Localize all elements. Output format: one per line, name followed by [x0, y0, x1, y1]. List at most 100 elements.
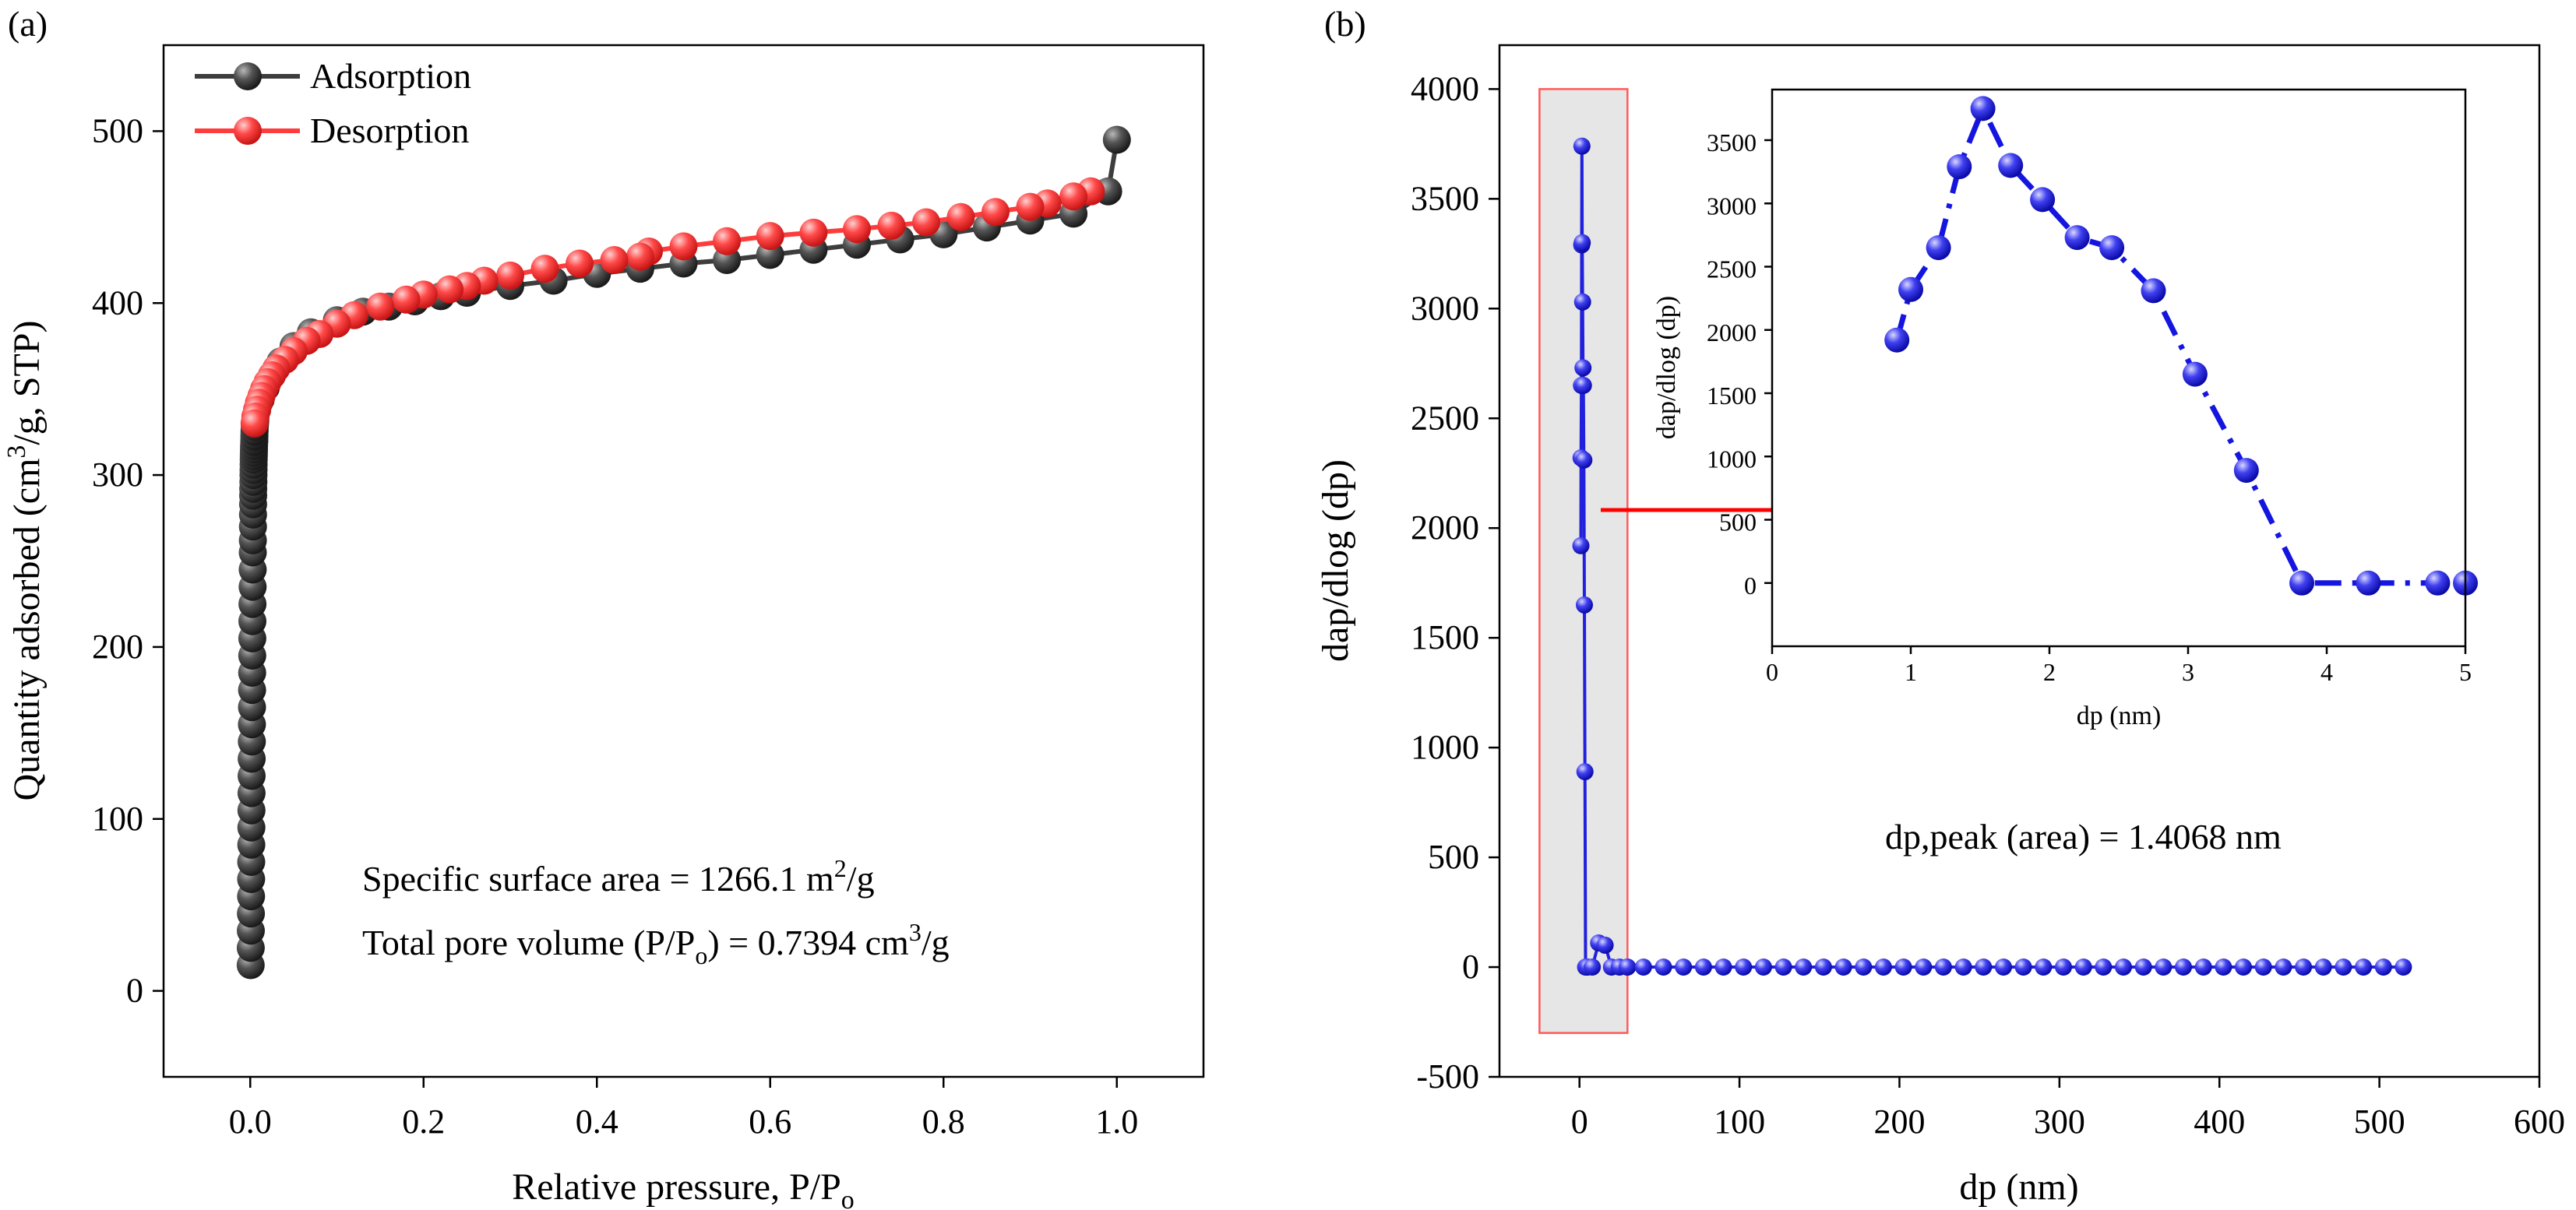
pore-distribution-tail-point	[2355, 959, 2373, 976]
inset-x-tick-label: 1	[1905, 658, 1917, 686]
inset-y-tick-label: 3000	[1707, 192, 1757, 220]
pore-distribution-tail-point	[1934, 959, 1952, 976]
inset-x-tick-label: 3	[2182, 658, 2194, 686]
desorption-series-point	[946, 202, 975, 231]
pore-distribution-tail-point	[1675, 959, 1693, 976]
pore-distribution-tail-point	[2055, 959, 2072, 976]
desorption-series-point	[756, 222, 784, 251]
pore-distribution-tail	[1619, 959, 2412, 976]
panel-b-x-tick-label: 300	[2034, 1103, 2085, 1141]
legend-adsorption-marker	[234, 62, 262, 90]
surface-area-annotation: Specific surface area = 1266.1 m2/g	[362, 854, 875, 899]
panel-a-x-tick-label: 0.0	[229, 1103, 272, 1141]
inset-series-point	[1970, 96, 1996, 121]
panel-a-y-tick-label: 100	[92, 800, 143, 838]
pore-distribution-tail-point	[2215, 959, 2232, 976]
inset-series-point	[1926, 235, 1951, 261]
pore-distribution-tail-point	[2115, 959, 2132, 976]
pore-distribution-tail-point	[1954, 959, 1972, 976]
inset-y-tick-label: 3500	[1707, 128, 1757, 157]
pore-distribution-tail-point	[2395, 959, 2412, 976]
inset-series-point	[2289, 570, 2314, 596]
inset-y-tick-label: 0	[1744, 572, 1757, 600]
desorption-series-point	[912, 208, 940, 237]
pore-distribution-tail-point	[2335, 959, 2352, 976]
inset-series-point	[2356, 570, 2381, 596]
inset-y-tick-label: 500	[1719, 508, 1757, 536]
legend-desorption-label: Desorption	[310, 111, 469, 150]
inset-series-point	[2233, 458, 2259, 484]
panel-a: (a) 0.0 0.2 0.4 0.6 0.8 1.0 0 100 200 300 400 500 R…	[2, 4, 1205, 1210]
panel-b-x-tick-label: 600	[2514, 1103, 2565, 1141]
pore-distribution-tail-point	[2295, 959, 2313, 976]
desorption-series-point	[981, 198, 1010, 227]
pore-distribution-tail-point	[1874, 959, 1892, 976]
inset-chart: 0 1 2 3 4 5 0 500 1000 1500 2000 2500 3000 3500 dp (n…	[1652, 88, 2478, 730]
inset-x-axis-title: dp (nm)	[2077, 702, 2162, 730]
desorption-series-point	[713, 227, 742, 255]
panel-a-y-tick-label: 500	[92, 111, 143, 149]
panel-a-y-axis-title: Quantity adsorbed (cm3/g, STP)	[2, 321, 48, 801]
panel-a-y-tick-label: 400	[92, 283, 143, 322]
pore-distribution-tail-point	[2194, 959, 2212, 976]
pore-distribution-tail-point	[1995, 959, 2012, 976]
panel-a-x-tick-label: 1.0	[1095, 1103, 1138, 1141]
panel-b-y-axis-title: dap/dlog (dp)	[1315, 459, 1356, 662]
panel-a-x-tick-label: 0.4	[576, 1103, 618, 1141]
pore-distribution-series-point	[1576, 763, 1594, 781]
panel-b-x-tick-label: 0	[1571, 1103, 1588, 1141]
adsorption-series-point	[1102, 125, 1131, 154]
inset-series-point	[2182, 361, 2208, 387]
pore-distribution-tail-point	[2014, 959, 2032, 976]
inset-y-tick-label: 2000	[1707, 318, 1757, 346]
pore-distribution-tail-point	[1915, 959, 1933, 976]
panel-a-y-tick-label: 300	[92, 456, 143, 494]
pore-distribution-series-point	[1575, 451, 1593, 469]
pore-distribution-tail-point	[2374, 959, 2392, 976]
inset-y-tick-label: 1500	[1707, 382, 1757, 410]
inset-series-point	[1998, 153, 2024, 178]
desorption-series-point	[392, 285, 421, 314]
pore-distribution-tail-point	[1855, 959, 1873, 976]
panel-b-y-tick-label: 3000	[1411, 289, 1479, 327]
inset-series-point	[2425, 570, 2451, 596]
panel-b-y-tick-label: 500	[1428, 838, 1479, 876]
legend: Adsorption Desorption	[195, 56, 471, 150]
pore-distribution-series-point	[1572, 536, 1590, 554]
peak-annotation: dp,peak (area) = 1.4068 nm	[1885, 817, 2282, 856]
desorption-series-point	[530, 255, 559, 283]
pore-distribution-tail-point	[2254, 959, 2272, 976]
panel-b-y-tick-label: 2000	[1411, 508, 1479, 547]
panel-b-y-tick-label: 1000	[1411, 728, 1479, 766]
panel-b-x-axis-title: dp (nm)	[1959, 1166, 2078, 1208]
pore-distribution-tail-point	[1795, 959, 1813, 976]
inset-series-point	[1884, 327, 1910, 353]
desorption-series-point	[877, 211, 906, 240]
panel-a-x-tick-label: 0.8	[922, 1103, 965, 1141]
inset-series-point	[2141, 278, 2166, 304]
inset-series-point	[2064, 225, 2090, 251]
inset-series-point	[2099, 235, 2125, 261]
inset-series-line	[1894, 105, 2465, 586]
panel-a-plot-frame	[162, 44, 1205, 1078]
panel-b-label: (b)	[1324, 4, 1366, 44]
pore-distribution-tail-point	[1714, 959, 1732, 976]
panel-b-plot-frame	[1498, 44, 2541, 1078]
inset-series-point	[1898, 276, 1923, 302]
panel-a-x-tick-label: 0.2	[402, 1103, 445, 1141]
pore-distribution-tail-point	[1754, 959, 1772, 976]
desorption-series-point	[1059, 182, 1088, 211]
pore-distribution-tail-point	[1894, 959, 1912, 976]
inset-x-tick-label: 5	[2459, 658, 2472, 686]
panel-b-x-tick-label: 400	[2194, 1103, 2245, 1141]
pore-distribution-series-point	[1596, 936, 1614, 954]
inset-plot-frame	[1771, 88, 2467, 648]
panel-b-x-tick-label: 500	[2354, 1103, 2405, 1141]
panel-a-x-axis-title: Relative pressure, P/Po	[512, 1166, 855, 1210]
pore-distribution-tail-point	[2175, 959, 2192, 976]
panel-b-y-tick-label: 4000	[1411, 69, 1479, 107]
pore-distribution-tail-point	[1735, 959, 1753, 976]
pore-distribution-tail-point	[2134, 959, 2152, 976]
desorption-series-point	[496, 261, 524, 290]
